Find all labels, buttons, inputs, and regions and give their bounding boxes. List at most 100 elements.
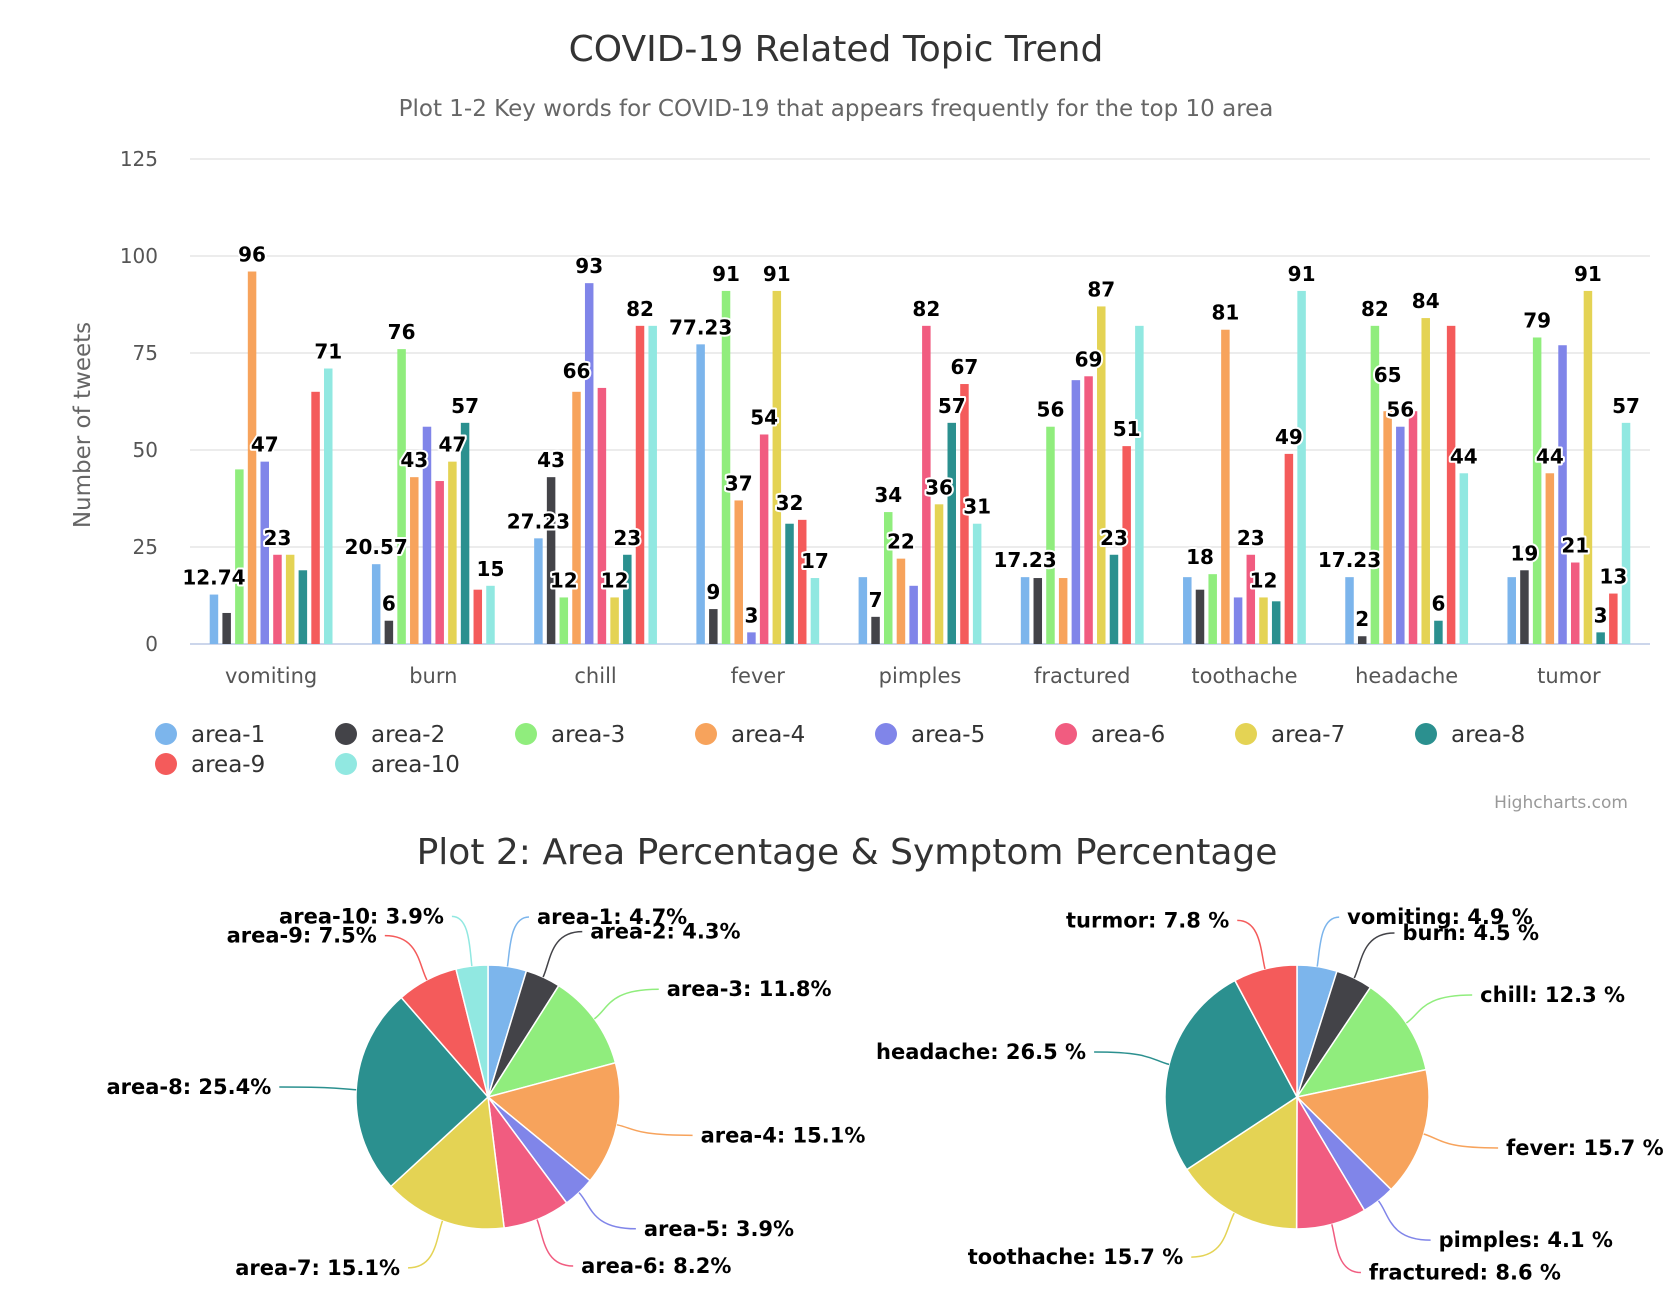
bar-area-4-fractured[interactable] [1058, 578, 1068, 644]
bar-area-9-fever[interactable] [797, 519, 807, 644]
bar-area-7-fever[interactable] [772, 290, 782, 644]
bar-area-4-pimples[interactable] [896, 558, 906, 644]
bar-area-8-pimples[interactable] [947, 422, 957, 644]
bar-area-10-fractured[interactable] [1135, 325, 1144, 644]
bar-area-8-headache[interactable] [1434, 620, 1443, 644]
bar-area-9-vomiting[interactable] [311, 391, 320, 644]
bar-area-4-fever[interactable] [734, 500, 743, 644]
bar-area-7-fractured[interactable] [1097, 306, 1106, 644]
bar-area-6-headache[interactable] [1408, 411, 1418, 644]
bar-area-3-headache[interactable] [1370, 325, 1380, 644]
bar-area-4-toothache[interactable] [1221, 329, 1230, 644]
bar-area-5-burn[interactable] [422, 426, 432, 644]
bar-area-4-headache[interactable] [1383, 411, 1392, 644]
pie-slice-6[interactable] [1185, 1095, 1298, 1230]
bar-area-8-chill[interactable] [623, 554, 632, 644]
bar-area-6-toothache[interactable] [1246, 554, 1256, 644]
bar-area-9-burn[interactable] [473, 589, 483, 644]
pie-slice-8[interactable] [1233, 964, 1298, 1098]
bar-area-7-chill[interactable] [610, 597, 619, 644]
bar-area-3-vomiting[interactable] [235, 469, 244, 644]
legend-item-area-9[interactable]: area-9 [155, 752, 265, 778]
legend-item-area-1[interactable]: area-1 [155, 722, 265, 748]
bar-area-1-headache[interactable] [1345, 577, 1354, 644]
bar-area-6-tumor[interactable] [1570, 562, 1580, 644]
bar-area-3-tumor[interactable] [1532, 337, 1542, 644]
bar-area-10-chill[interactable] [648, 325, 657, 644]
legend-item-area-4[interactable]: area-4 [695, 722, 805, 748]
bar-area-2-toothache[interactable] [1195, 589, 1205, 644]
bar-area-3-pimples[interactable] [884, 512, 893, 644]
bar-area-8-fractured[interactable] [1109, 554, 1119, 644]
bar-area-9-fractured[interactable] [1122, 446, 1131, 644]
legend[interactable]: area-1 area-2 area-3 area-4 area-5 area-6 area… [155, 722, 1525, 778]
credits-link[interactable]: Highcharts.com [1494, 793, 1628, 813]
bar-area-2-fever[interactable] [709, 609, 718, 644]
bar-area-7-headache[interactable] [1421, 318, 1430, 644]
legend-item-area-3[interactable]: area-3 [515, 722, 625, 748]
legend-item-area-6[interactable]: area-6 [1055, 722, 1165, 748]
legend-item-area-5[interactable]: area-5 [875, 722, 985, 748]
bar-area-10-burn[interactable] [486, 585, 495, 644]
pie-slice-2[interactable] [1295, 986, 1428, 1099]
bar-area-9-chill[interactable] [635, 325, 645, 644]
bar-area-8-tumor[interactable] [1596, 632, 1605, 644]
bar-area-8-burn[interactable] [460, 422, 470, 644]
bar-area-2-burn[interactable] [384, 620, 394, 644]
bar-area-5-chill[interactable] [584, 283, 594, 644]
bar-area-1-pimples[interactable] [858, 577, 868, 644]
bar-area-5-toothache[interactable] [1233, 597, 1243, 644]
bar-area-1-vomiting[interactable] [209, 594, 219, 644]
bar-area-10-pimples[interactable] [972, 523, 982, 644]
bar-area-10-fever[interactable] [810, 578, 820, 644]
bar-area-5-headache[interactable] [1396, 426, 1405, 644]
bar-area-1-toothache[interactable] [1183, 577, 1192, 644]
legend-item-area-10[interactable]: area-10 [335, 752, 460, 778]
bar-area-1-burn[interactable] [371, 564, 381, 644]
pie-slice-7[interactable] [1164, 979, 1298, 1171]
bar-area-2-chill[interactable] [546, 477, 556, 644]
bar-area-5-fever[interactable] [747, 632, 756, 644]
bar-area-10-toothache[interactable] [1297, 290, 1306, 644]
bar-area-2-headache[interactable] [1357, 636, 1367, 644]
bar-area-8-fever[interactable] [785, 523, 794, 644]
bar-area-3-toothache[interactable] [1208, 574, 1217, 644]
bar-area-9-tumor[interactable] [1609, 593, 1618, 644]
bar-area-2-tumor[interactable] [1520, 570, 1529, 644]
bar-area-8-toothache[interactable] [1271, 601, 1281, 644]
bar-area-7-vomiting[interactable] [285, 554, 295, 644]
bar-area-3-chill[interactable] [559, 597, 569, 644]
bar-area-1-chill[interactable] [534, 538, 543, 644]
bar-area-5-pimples[interactable] [909, 585, 918, 644]
bar-area-10-vomiting[interactable] [324, 368, 333, 644]
bar-area-7-tumor[interactable] [1583, 290, 1593, 644]
bar-area-6-vomiting[interactable] [273, 554, 282, 644]
bar-area-2-vomiting[interactable] [222, 612, 231, 644]
legend-item-area-7[interactable]: area-7 [1235, 722, 1345, 748]
bar-area-3-fever[interactable] [721, 290, 731, 644]
pie-slice-3[interactable] [486, 1061, 621, 1182]
bar-area-9-pimples[interactable] [960, 384, 969, 644]
bar-area-6-chill[interactable] [597, 387, 607, 644]
bar-area-7-pimples[interactable] [934, 504, 944, 644]
bar-area-10-tumor[interactable] [1621, 422, 1631, 644]
pie-slice-7[interactable] [355, 996, 490, 1188]
bar-area-5-vomiting[interactable] [260, 461, 270, 644]
bar-area-5-fractured[interactable] [1071, 380, 1081, 644]
bar-area-3-fractured[interactable] [1046, 426, 1055, 644]
bar-area-4-chill[interactable] [572, 391, 581, 644]
bar-area-7-toothache[interactable] [1259, 597, 1268, 644]
legend-item-area-2[interactable]: area-2 [335, 722, 445, 748]
bar-area-4-burn[interactable] [410, 477, 419, 644]
pie-slice-2[interactable] [486, 984, 617, 1099]
bar-area-2-pimples[interactable] [871, 616, 880, 644]
bar-area-6-pimples[interactable] [922, 325, 931, 644]
bar-area-6-fever[interactable] [759, 434, 769, 644]
bar-area-1-fractured[interactable] [1020, 577, 1030, 644]
bar-area-1-fever[interactable] [696, 344, 705, 644]
bar-area-9-toothache[interactable] [1284, 453, 1294, 644]
bar-area-1-tumor[interactable] [1507, 577, 1516, 644]
bar-area-5-tumor[interactable] [1558, 345, 1567, 644]
legend-item-area-8[interactable]: area-8 [1415, 722, 1525, 748]
bar-area-7-burn[interactable] [448, 461, 457, 644]
